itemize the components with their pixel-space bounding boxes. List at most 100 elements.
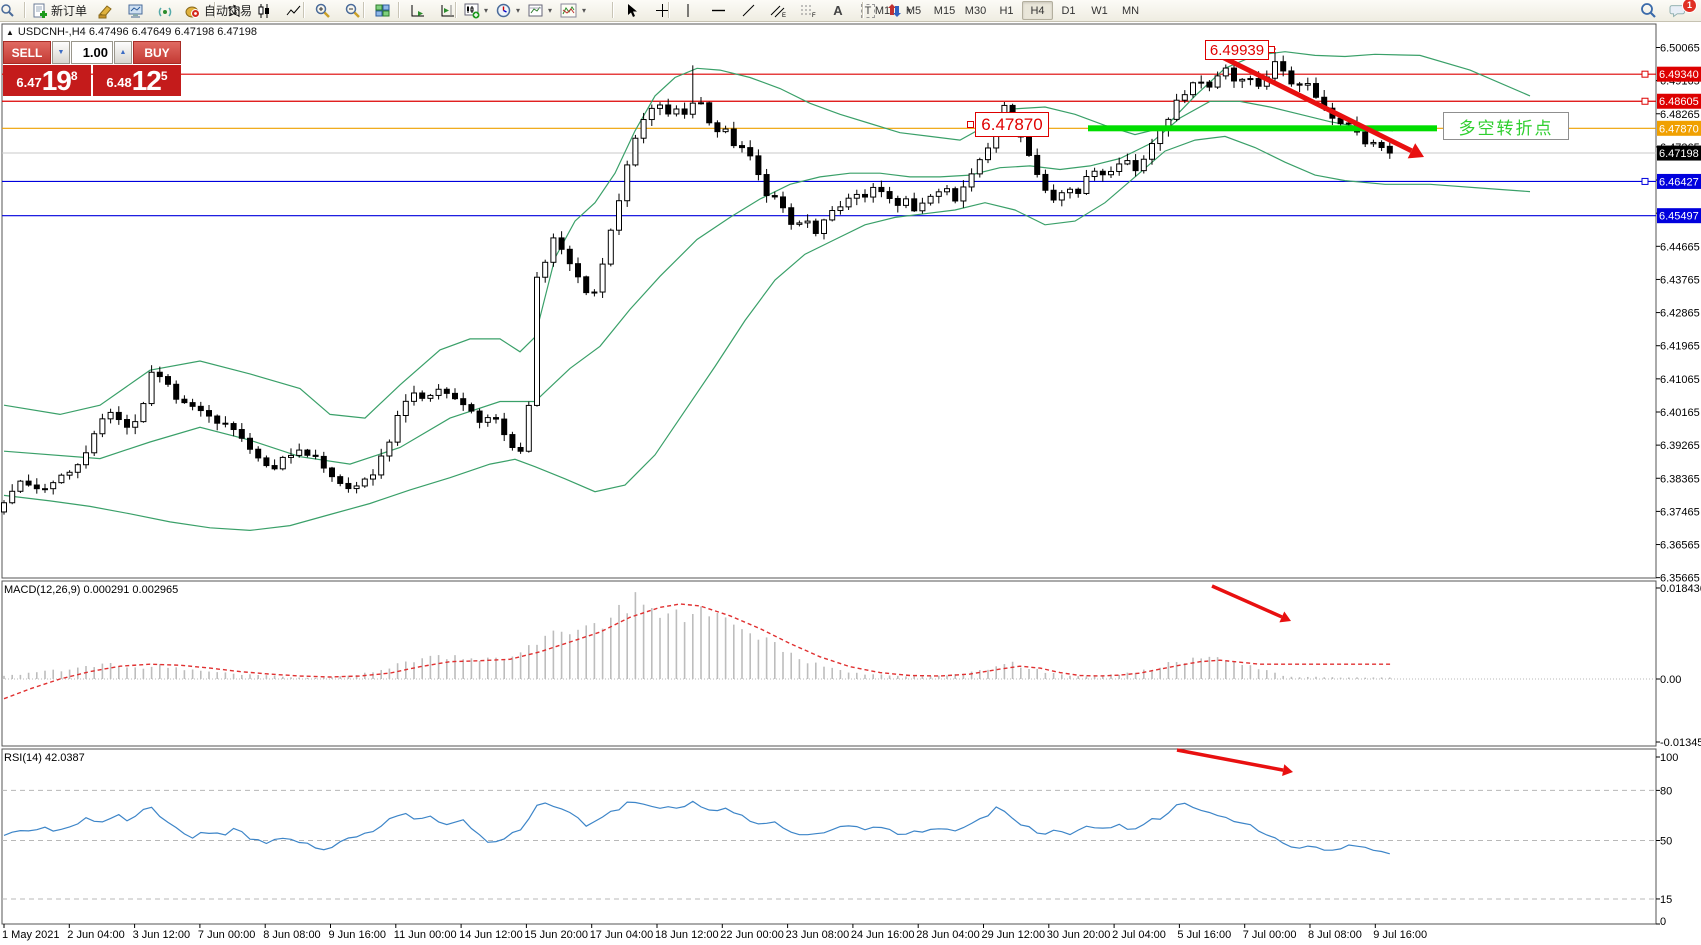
volume-decrease-button[interactable]: ▼: [52, 41, 70, 64]
market-watch-button[interactable]: [121, 1, 151, 21]
line-chart-mode-button[interactable]: [279, 1, 309, 21]
timeframe-button-H4[interactable]: H4: [1022, 1, 1053, 20]
time-axis-label: 30 Jun 20:00: [1047, 929, 1111, 941]
sell-price-sup: 8: [70, 69, 78, 83]
auto-trading-button[interactable]: 自动交易: [181, 1, 256, 21]
turning-point-annotation[interactable]: 多空转折点: [1443, 112, 1569, 140]
arrows-objects-button[interactable]: ▾: [883, 1, 915, 21]
horizontal-line-button[interactable]: [703, 1, 733, 21]
chart-shift-button[interactable]: [433, 1, 463, 21]
equidistant-channel-button[interactable]: E: [763, 1, 793, 21]
timeframe-toolbar: M1 M5 M15 M30 H1 H4 D1 W1 MN: [867, 1, 1146, 20]
price-axis-tick-label: 6.37465: [1660, 506, 1700, 518]
buy-button[interactable]: BUY: [133, 41, 181, 64]
price-axis[interactable]: 6.500656.491656.482656.473656.464656.455…: [1656, 42, 1701, 585]
sell-button[interactable]: SELL: [3, 41, 51, 64]
styler-button[interactable]: [91, 1, 121, 21]
text-label-button[interactable]: T: [853, 1, 883, 21]
timeframe-button-M30[interactable]: M30: [964, 4, 987, 17]
sell-price-big: 19: [41, 65, 72, 96]
price-axis-tick-label: 6.35665: [1660, 573, 1700, 585]
vertical-line-button[interactable]: [673, 1, 703, 21]
price-axis-tick-label: 6.43765: [1660, 274, 1700, 286]
collapse-triangle-icon[interactable]: ▲: [6, 27, 14, 37]
zoom-out-button[interactable]: [338, 1, 368, 21]
price-badge: [1657, 145, 1701, 161]
search-icon[interactable]: [0, 1, 22, 21]
rsi-axis-tick-label: 0: [1660, 916, 1666, 928]
notifications-button[interactable]: 1: [1663, 0, 1697, 21]
timeframe-button-M15[interactable]: M15: [933, 4, 956, 17]
time-axis-label: 9 Jun 16:00: [329, 929, 387, 941]
candle-chart-mode-button[interactable]: [249, 1, 279, 21]
svg-text:F: F: [812, 13, 816, 18]
rsi-axis-tick-label: 50: [1660, 836, 1672, 848]
time-axis-label: 1 May 2021: [2, 929, 59, 941]
timeframe-button-M5[interactable]: M5: [905, 4, 922, 17]
price-badge: [1657, 173, 1701, 189]
price-axis-tick-label: 6.42865: [1660, 308, 1700, 320]
symbol-ohlc-text: USDCNH-,H4 6.47496 6.47649 6.47198 6.471…: [17, 26, 258, 38]
main-toolbar: 新订单 自动交易: [0, 0, 1701, 22]
text-button[interactable]: A: [823, 1, 853, 21]
panel-frame: [1, 23, 1657, 579]
sell-price-display[interactable]: 6.47 19 8: [3, 65, 91, 96]
price-axis-tick-label: 6.44665: [1660, 241, 1700, 253]
bar-chart-mode-button[interactable]: [219, 1, 249, 21]
time-axis-label: 18 Jun 12:00: [655, 929, 719, 941]
trend-arrow[interactable]: [1176, 748, 1293, 776]
rsi-label: RSI(14) 42.0387: [4, 752, 85, 764]
time-axis-label: 29 Jun 12:00: [982, 929, 1046, 941]
price-badge-label: 6.49340: [1659, 69, 1699, 81]
time-axis-label: 2 Jul 04:00: [1112, 929, 1166, 941]
time-axis-label: 22 Jun 00:00: [720, 929, 784, 941]
trend-arrow[interactable]: [1206, 47, 1424, 159]
templates-button[interactable]: ▾: [524, 1, 556, 21]
signals-button[interactable]: [151, 1, 181, 21]
indicators-caret: ▾: [582, 6, 587, 15]
time-axis-label: 8 Jul 08:00: [1308, 929, 1362, 941]
high-price-annotation[interactable]: 6.49939: [1205, 40, 1269, 60]
brush-icon: [98, 4, 112, 18]
monitor-icon: [128, 4, 143, 18]
thick-green-level-line[interactable]: [1088, 125, 1437, 132]
zoom-in-button[interactable]: [308, 1, 338, 21]
notification-badge: 1: [1682, 0, 1697, 13]
volume-increase-button[interactable]: ▲: [114, 41, 132, 64]
time-axis[interactable]: 1 May 2021 2 Jun 04:00 3 Jun 12:00 7 Jun 00…: [2, 924, 1427, 941]
new-order-icon: [33, 3, 47, 18]
timeframe-button-D1[interactable]: D1: [1061, 4, 1076, 17]
macd-axis-tick-label: 0.018436: [1660, 583, 1701, 595]
volume-input[interactable]: 1.00: [71, 41, 113, 64]
level-price-annotation[interactable]: 6.47870: [975, 112, 1049, 137]
price-axis-tick-label: 6.39265: [1660, 440, 1700, 452]
tile-windows-button[interactable]: [368, 1, 398, 21]
buy-price-sup: 5: [160, 69, 168, 83]
timeframe-button-M1[interactable]: M1: [874, 4, 891, 17]
timeframe-button-H1[interactable]: H1: [999, 4, 1014, 17]
sell-price-small: 6.47: [16, 75, 42, 90]
new-chart-button[interactable]: ▾: [460, 1, 492, 21]
fibonacci-button[interactable]: F: [793, 1, 823, 21]
price-axis-tick-label: 6.40165: [1660, 407, 1700, 419]
price-badge-label: 6.47198: [1659, 148, 1699, 160]
periods-button[interactable]: ▾: [492, 1, 524, 21]
toolbar-search-icon[interactable]: [1633, 1, 1663, 21]
timeframe-button-MN[interactable]: MN: [1121, 4, 1140, 17]
trend-arrow[interactable]: [1211, 584, 1291, 623]
price-axis-tick-label: 6.38365: [1660, 473, 1700, 485]
auto-scroll-button[interactable]: [403, 1, 433, 21]
indicators-button[interactable]: ▾: [556, 1, 590, 21]
buy-price-display[interactable]: 6.48 12 5: [93, 65, 181, 96]
time-axis-label: 14 Jun 12:00: [459, 929, 523, 941]
new-order-button[interactable]: 新订单: [28, 1, 91, 21]
price-axis-tick-label: 6.48265: [1660, 109, 1700, 121]
timeframe-button-W1[interactable]: W1: [1091, 4, 1108, 17]
time-axis-label: 24 Jun 16:00: [851, 929, 915, 941]
crosshair-button[interactable]: [647, 1, 677, 21]
trendline-button[interactable]: [733, 1, 763, 21]
price-badge-label: 6.48605: [1659, 96, 1699, 108]
cursor-button[interactable]: [617, 1, 647, 21]
new-order-label: 新订单: [51, 4, 88, 18]
